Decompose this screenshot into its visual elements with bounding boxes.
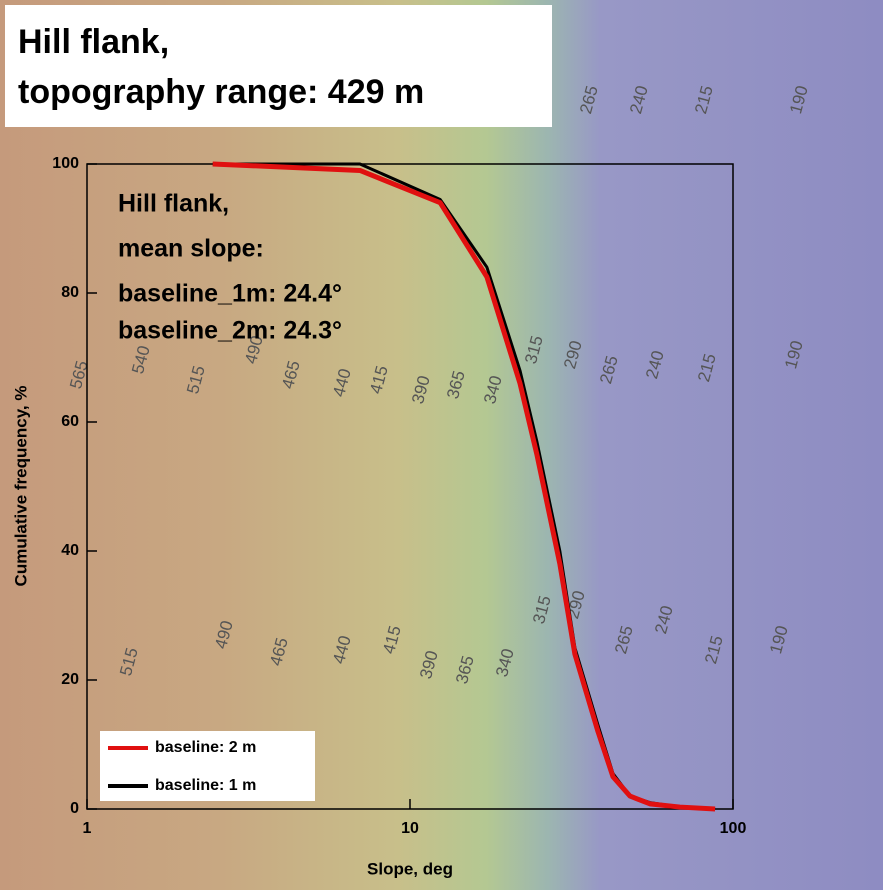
chart: 265 240 215 190 565 540 515 490 465 440 415 390 365 3…: [0, 0, 883, 890]
annotation: mean slope:: [118, 235, 264, 263]
y-tick-label: 80: [61, 284, 79, 301]
map-label: 190: [786, 84, 812, 116]
map-label: 515: [116, 646, 142, 678]
map-label: 440: [329, 634, 355, 666]
map-label: 390: [416, 649, 442, 681]
map-label: 240: [642, 349, 668, 381]
annotation: Hill flank,: [118, 190, 229, 218]
y-tick-label: 100: [52, 155, 79, 172]
chart-title: topography range: 429 m: [18, 73, 424, 111]
map-label: 240: [626, 84, 652, 116]
y-axis-label: Cumulative frequency, %: [11, 386, 30, 587]
map-label: 215: [691, 84, 717, 116]
chart-title: Hill flank,: [18, 23, 169, 61]
map-label: 365: [452, 654, 478, 686]
map-label: 315: [521, 334, 547, 366]
map-label: 415: [379, 624, 405, 656]
map-label: 290: [560, 339, 586, 371]
map-label: 540: [128, 344, 154, 376]
x-tick-label: 10: [401, 820, 419, 837]
x-tick-label: 1: [83, 820, 92, 837]
y-tick-label: 60: [61, 413, 79, 430]
map-label: 465: [266, 636, 292, 668]
map-label: 440: [329, 367, 355, 399]
legend-label: baseline: 2 m: [155, 739, 256, 756]
annotation: baseline_1m: 24.4°: [118, 280, 342, 308]
map-label: 190: [766, 624, 792, 656]
map-label: 415: [366, 364, 392, 396]
map-label: 215: [701, 634, 727, 666]
y-tick-label: 0: [70, 800, 79, 817]
map-label: 340: [480, 374, 506, 406]
map-label: 265: [576, 84, 602, 116]
page: 265 240 215 190 565 540 515 490 465 440 415 390 365 3…: [0, 0, 883, 890]
map-labels: 265 240 215 190 565 540 515 490 465 440 415 390 365 3…: [66, 84, 812, 686]
series-line: [213, 164, 715, 809]
legend-label: baseline: 1 m: [155, 777, 256, 794]
map-label: 190: [781, 339, 807, 371]
map-label: 565: [66, 359, 92, 391]
map-label: 265: [611, 624, 637, 656]
map-label: 315: [529, 594, 555, 626]
y-tick-label: 40: [61, 542, 79, 559]
map-label: 490: [211, 619, 237, 651]
x-axis-label: Slope, deg: [367, 859, 453, 878]
map-label: 390: [408, 374, 434, 406]
map-label: 240: [651, 604, 677, 636]
y-tick-label: 20: [61, 671, 79, 688]
map-label: 515: [183, 364, 209, 396]
map-label: 340: [492, 647, 518, 679]
map-label: 365: [443, 369, 469, 401]
annotation: baseline_2m: 24.3°: [118, 317, 342, 345]
map-label: 215: [694, 352, 720, 384]
map-label: 465: [278, 359, 304, 391]
map-label: 265: [596, 354, 622, 386]
x-tick-label: 100: [720, 820, 747, 837]
series-line: [213, 164, 715, 809]
